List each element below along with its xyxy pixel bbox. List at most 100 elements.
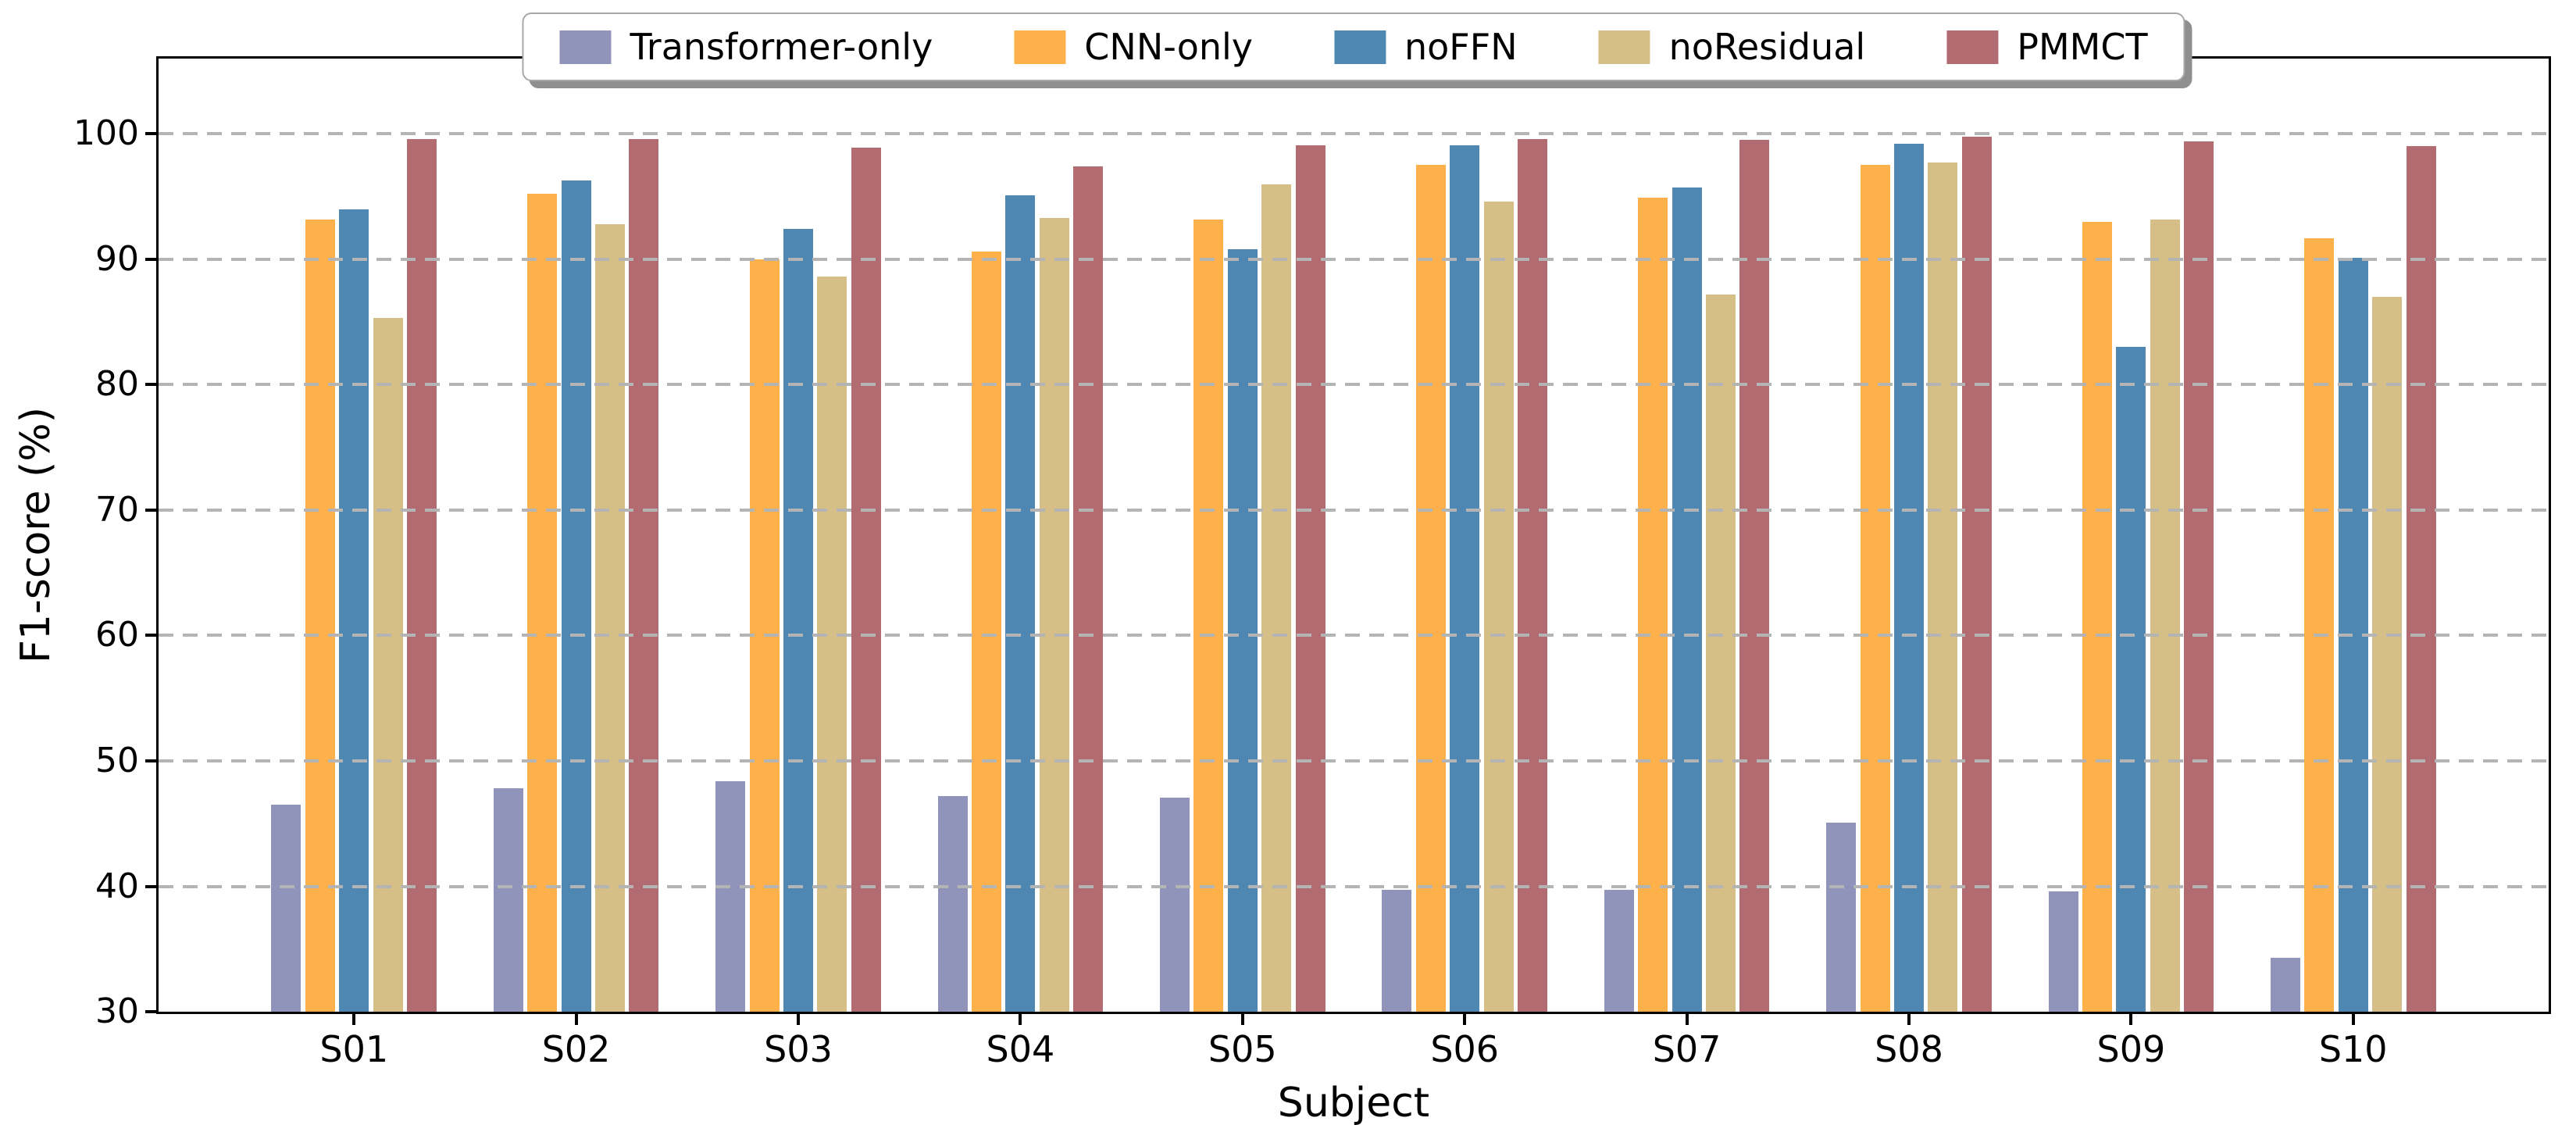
legend-label: PMMCT xyxy=(2017,26,2148,68)
bar-S05-noFFN xyxy=(1227,249,1258,1012)
x-tick-label-S01: S01 xyxy=(319,1028,389,1070)
plot-area xyxy=(156,56,2551,1014)
gridline-100 xyxy=(159,132,2549,136)
y-tick-label-40: 40 xyxy=(95,866,139,906)
y-tick-mark-100 xyxy=(145,132,156,136)
legend-swatch-icon xyxy=(1334,30,1386,64)
bar-S03-PMMCT xyxy=(851,148,881,1012)
bar-S06-Transformer-only xyxy=(1382,890,1412,1012)
bar-S05-PMMCT xyxy=(1295,145,1325,1012)
y-tick-label-70: 70 xyxy=(95,489,139,530)
bar-S07-Transformer-only xyxy=(1604,890,1634,1012)
bar-S09-noResidual xyxy=(2150,219,2180,1012)
x-axis-label: Subject xyxy=(1277,1080,1430,1127)
bar-S05-Transformer-only xyxy=(1160,797,1190,1012)
x-tick-label-S05: S05 xyxy=(1208,1028,1277,1070)
bar-S08-noResidual xyxy=(1928,162,1958,1012)
bar-S04-noResidual xyxy=(1039,217,1069,1012)
bar-S09-noFFN xyxy=(2116,347,2146,1012)
bar-S02-noFFN xyxy=(561,180,591,1012)
bar-S10-noResidual xyxy=(2372,297,2403,1012)
x-tick-label-S07: S07 xyxy=(1652,1028,1721,1070)
x-tick-mark-S03 xyxy=(797,1014,800,1025)
x-tick-mark-S07 xyxy=(1685,1014,1689,1025)
bar-S07-PMMCT xyxy=(1739,140,1770,1012)
x-tick-mark-S01 xyxy=(352,1014,356,1025)
legend-swatch-icon xyxy=(559,30,612,64)
x-tick-label-S06: S06 xyxy=(1430,1028,1500,1070)
legend-item-CNN-only: CNN-only xyxy=(1014,27,1253,67)
legend-label: Transformer-only xyxy=(630,26,933,68)
bar-S03-CNN-only xyxy=(749,259,780,1012)
legend-label: CNN-only xyxy=(1084,26,1253,68)
legend: Transformer-only CNN-only noFFN noResidual P… xyxy=(522,12,2185,81)
bar-S05-CNN-only xyxy=(1193,219,1224,1012)
bar-S08-noFFN xyxy=(1893,144,1924,1012)
x-tick-label-S02: S02 xyxy=(541,1028,611,1070)
bar-S01-PMMCT xyxy=(407,138,437,1012)
y-tick-mark-30 xyxy=(145,1010,156,1013)
bar-S05-noResidual xyxy=(1261,184,1292,1012)
legend-swatch-icon xyxy=(1946,30,1999,64)
bar-S04-CNN-only xyxy=(972,252,1002,1012)
legend-swatch-icon xyxy=(1598,30,1650,64)
bar-S03-noFFN xyxy=(783,229,814,1012)
legend-item-noFFN: noFFN xyxy=(1334,27,1518,67)
x-tick-mark-S05 xyxy=(1240,1014,1244,1025)
bar-S03-Transformer-only xyxy=(715,780,746,1012)
bar-S03-noResidual xyxy=(817,277,847,1012)
y-axis-label: F1-score (%) xyxy=(12,407,59,663)
x-tick-mark-S02 xyxy=(574,1014,578,1025)
bar-S06-CNN-only xyxy=(1415,165,1446,1012)
bar-S10-Transformer-only xyxy=(2270,958,2300,1012)
legend-item-noResidual: noResidual xyxy=(1598,26,1866,68)
bar-S09-PMMCT xyxy=(2184,141,2214,1012)
bar-S04-Transformer-only xyxy=(937,795,968,1012)
x-tick-mark-S08 xyxy=(1907,1014,1911,1025)
y-tick-label-60: 60 xyxy=(95,615,139,655)
x-tick-label-S08: S08 xyxy=(1875,1028,1943,1070)
bar-S07-noFFN xyxy=(1672,187,1702,1012)
x-tick-mark-S04 xyxy=(1019,1014,1022,1025)
y-tick-mark-40 xyxy=(145,884,156,888)
legend-item-Transformer-only: Transformer-only xyxy=(559,27,933,67)
bar-S06-PMMCT xyxy=(1517,138,1547,1012)
legend-label: noResidual xyxy=(1668,26,1866,68)
bar-S10-PMMCT xyxy=(2406,146,2436,1012)
bar-S01-CNN-only xyxy=(305,219,335,1012)
bar-S01-noResidual xyxy=(373,318,403,1012)
x-tick-mark-S10 xyxy=(2351,1014,2355,1025)
y-tick-mark-50 xyxy=(145,759,156,762)
bar-S01-noFFN xyxy=(339,209,369,1012)
bar-S08-Transformer-only xyxy=(1826,822,1857,1012)
bar-S10-noFFN xyxy=(2338,258,2368,1012)
bar-S04-PMMCT xyxy=(1073,166,1104,1012)
x-tick-mark-S06 xyxy=(1463,1014,1467,1025)
bar-S09-CNN-only xyxy=(2082,221,2112,1012)
bar-S07-noResidual xyxy=(1705,294,1736,1012)
y-tick-mark-70 xyxy=(145,508,156,512)
bar-S02-CNN-only xyxy=(527,194,558,1012)
x-tick-label-S09: S09 xyxy=(2096,1028,2166,1070)
x-tick-label-S10: S10 xyxy=(2318,1028,2388,1070)
bar-S02-PMMCT xyxy=(629,138,659,1012)
bar-S07-CNN-only xyxy=(1638,198,1668,1012)
y-tick-mark-60 xyxy=(145,634,156,637)
y-tick-label-90: 90 xyxy=(95,238,139,279)
bar-S06-noFFN xyxy=(1450,145,1480,1012)
legend-swatch-icon xyxy=(1014,30,1066,64)
y-tick-label-80: 80 xyxy=(95,364,139,405)
legend-label: noFFN xyxy=(1404,26,1518,68)
y-tick-mark-90 xyxy=(145,257,156,261)
y-tick-label-30: 30 xyxy=(95,991,139,1031)
bar-S06-noResidual xyxy=(1483,202,1514,1012)
x-tick-label-S03: S03 xyxy=(764,1028,833,1070)
y-tick-label-50: 50 xyxy=(95,740,139,780)
bar-S01-Transformer-only xyxy=(271,805,301,1012)
x-tick-label-S04: S04 xyxy=(986,1028,1055,1070)
x-tick-mark-S09 xyxy=(2129,1014,2133,1025)
legend-item-PMMCT: PMMCT xyxy=(1946,26,2148,68)
bar-S09-Transformer-only xyxy=(2048,891,2078,1012)
bar-S02-Transformer-only xyxy=(493,788,523,1012)
bar-S08-CNN-only xyxy=(1860,165,1890,1012)
